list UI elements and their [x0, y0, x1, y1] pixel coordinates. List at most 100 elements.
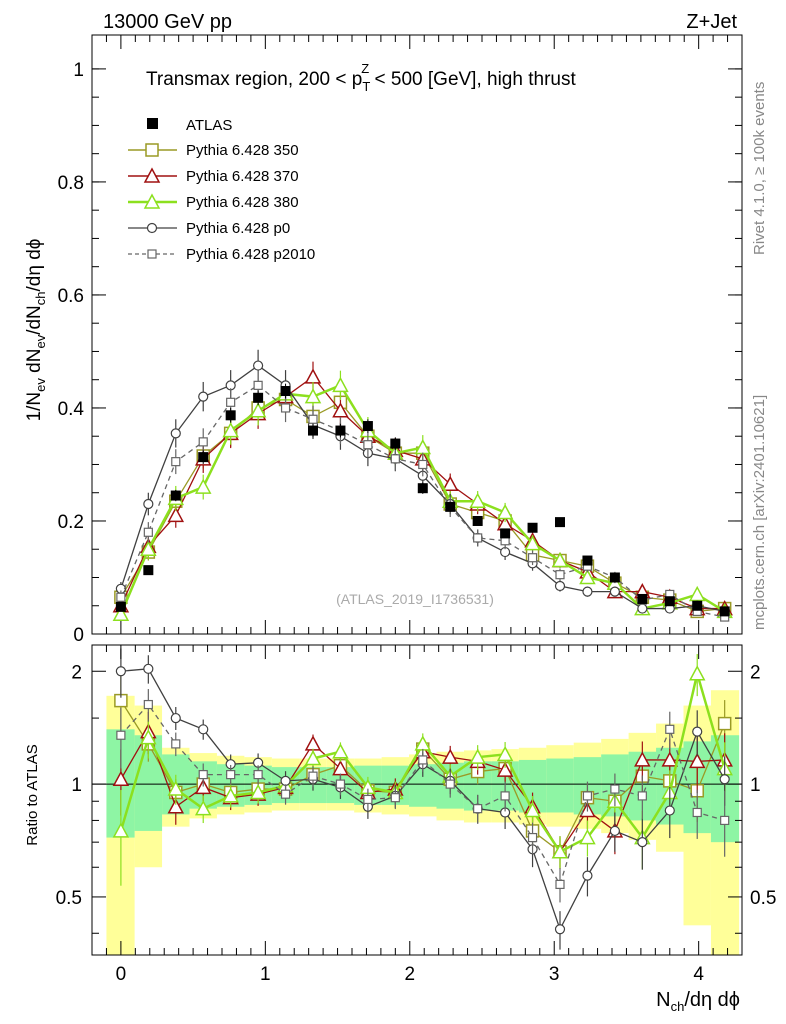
main-ytick-label: 0	[73, 625, 84, 646]
main-series-4	[116, 370, 730, 622]
ratio-point	[717, 716, 732, 731]
ratio-series-line	[120, 703, 725, 887]
ratio-point	[469, 748, 486, 764]
main-point	[524, 535, 541, 551]
atlas-point	[115, 601, 126, 612]
ratio-point	[445, 779, 455, 789]
main-point	[253, 360, 264, 371]
main-point	[226, 397, 236, 407]
legend-marker-atlas	[147, 118, 158, 129]
atlas-point	[637, 593, 648, 604]
ratio-ytick-label-right: 1	[750, 775, 761, 796]
main-series-line	[119, 383, 726, 615]
ratio-point	[198, 770, 208, 780]
ratio-point	[418, 755, 428, 765]
ratio-point	[610, 784, 620, 794]
atlas-point	[170, 490, 181, 501]
title-sup: Z	[361, 61, 369, 76]
main-ytick-label: 0.8	[58, 173, 84, 194]
ratio-point	[143, 699, 153, 710]
ylabel-p0: 1/N	[24, 392, 45, 422]
ratio-point	[665, 724, 675, 734]
ratio-xtick-label: 2	[404, 964, 415, 985]
ratio-point	[363, 794, 373, 805]
main-ytick-label: 0.2	[58, 512, 84, 533]
ratio-point	[582, 870, 593, 881]
main-point	[304, 388, 322, 404]
main-point	[637, 603, 648, 614]
ratio-xtick-label: 0	[116, 964, 127, 985]
ratio-point	[579, 828, 596, 845]
ratio-point	[496, 745, 514, 762]
ratio-ytick-label-left: 2	[71, 662, 82, 683]
main-point	[194, 478, 212, 494]
legend-label-350: Pythia 6.428 350	[186, 142, 299, 159]
ratio-point	[304, 735, 322, 751]
ratio-point	[171, 739, 181, 749]
header-right: Z+Jet	[686, 11, 737, 33]
ratio-point	[332, 743, 349, 759]
ratio-ytick-label-right: 2	[750, 662, 761, 683]
ratio-point	[304, 749, 322, 766]
ratio-point	[112, 770, 130, 787]
atlas-point	[692, 600, 703, 611]
main-point	[143, 527, 153, 537]
main-point	[551, 551, 569, 568]
ylabel-p3: ev	[33, 334, 48, 348]
main-point	[198, 437, 208, 447]
legend-entry-p0: Pythia 6.428 p0	[128, 220, 290, 237]
ratio-point	[280, 789, 291, 799]
ratio-panel: 0.5 0.5 1 1 2 2 0 1 2 3 4	[56, 644, 776, 985]
main-point	[112, 605, 130, 621]
legend-label-370: Pythia 6.428 370	[186, 168, 299, 185]
ylabel-p4: /dN	[24, 305, 45, 335]
ratio-point	[634, 751, 651, 767]
main-series-line	[120, 384, 725, 618]
ratio-point	[692, 807, 702, 818]
main-point	[167, 506, 185, 523]
ratio-xtick-label: 4	[693, 964, 704, 985]
ratio-point	[661, 751, 679, 767]
ratio-point	[249, 783, 267, 800]
ratio-point	[222, 787, 239, 803]
ratio-series-4	[116, 689, 730, 903]
main-point	[554, 580, 566, 592]
atlas-point	[225, 410, 236, 421]
atlas-point	[555, 517, 565, 528]
ratio-frame	[91, 644, 743, 956]
ratio-point	[441, 748, 459, 764]
main-point	[140, 540, 157, 556]
main-series-0	[114, 385, 732, 619]
legend: ATLAS Pythia 6.428 350 Pythia 6.428 370 …	[128, 117, 315, 263]
atlas-point	[390, 438, 401, 449]
atlas-point	[664, 596, 675, 607]
ratio-point	[473, 804, 483, 814]
legend-label-380: Pythia 6.428 380	[186, 194, 299, 211]
main-series-line	[120, 398, 725, 613]
ratio-point	[226, 770, 236, 780]
legend-label-p2010: Pythia 6.428 p2010	[186, 246, 315, 263]
atlas-point	[445, 501, 456, 512]
xlabel-p1: ch	[671, 999, 685, 1014]
xlabel-p2: /dη dϕ	[684, 989, 740, 1011]
ratio-point	[692, 726, 703, 737]
main-point	[280, 403, 291, 413]
main-ytick-label: 0.4	[58, 399, 85, 420]
atlas-point	[362, 421, 373, 432]
main-point	[527, 553, 538, 563]
legend-entry-p2010: Pythia 6.428 p2010	[128, 246, 315, 263]
legend-entry-atlas: ATLAS	[147, 117, 232, 134]
main-point	[332, 376, 349, 393]
main-point	[308, 414, 318, 424]
ratio-point	[637, 791, 647, 801]
ratio-point	[115, 666, 126, 677]
atlas-point	[527, 522, 538, 533]
ratio-ytick-label-left: 0.5	[56, 888, 82, 909]
ratio-point	[527, 832, 538, 843]
ratio-point	[280, 775, 291, 786]
legend-marker-p2010	[147, 249, 157, 259]
ratio-point	[167, 780, 185, 796]
main-panel: 0 0.2 0.4 0.6 0.8 1	[58, 34, 743, 646]
main-point	[555, 570, 565, 580]
atlas-point	[472, 515, 483, 526]
